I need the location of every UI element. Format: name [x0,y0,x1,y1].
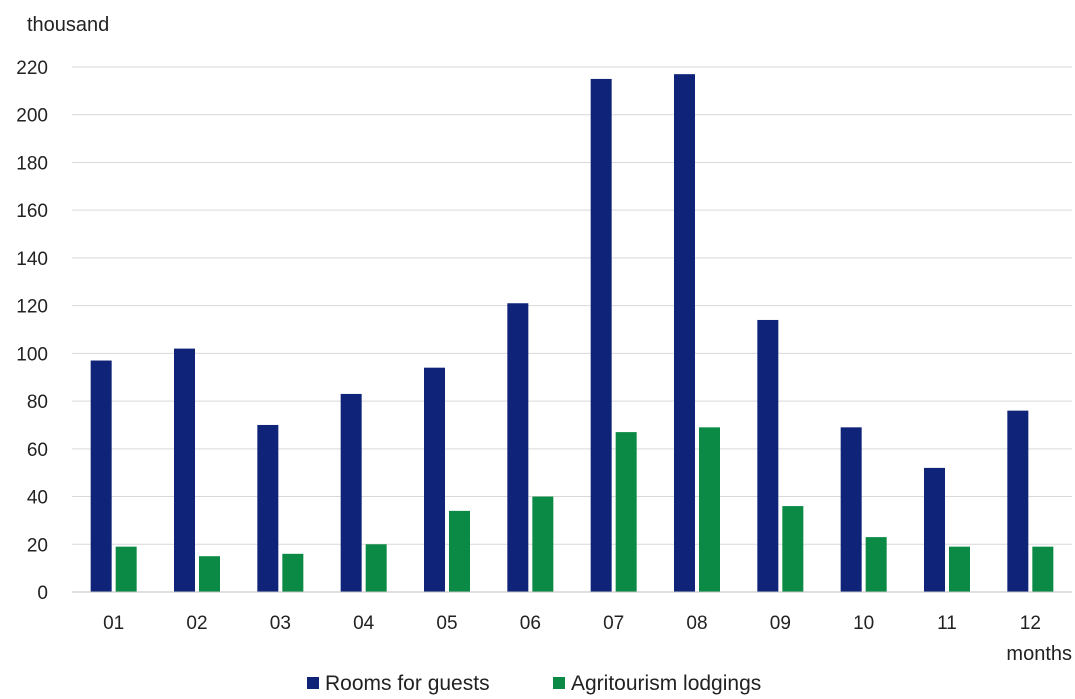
bar-rooms-for-guests [424,367,445,592]
y-tick-label: 220 [16,58,48,79]
legend-swatch [307,677,319,689]
y-tick-label: 160 [16,201,48,222]
bar-agritourism-lodgings [865,537,887,592]
bar-agritourism-lodgings [115,546,137,592]
x-tick-label: 03 [270,613,291,634]
y-axis-unit-label: thousand [27,14,109,36]
x-tick-label: 07 [603,613,624,634]
y-tick-label: 0 [37,583,48,604]
bar-rooms-for-guests [590,78,612,592]
y-tick-label: 200 [16,106,48,127]
bar-agritourism-lodgings [282,553,304,592]
bar-agritourism-lodgings [949,546,970,592]
bar-rooms-for-guests [340,393,362,592]
bar-rooms-for-guests [840,427,862,592]
bar-agritourism-lodgings [532,496,554,592]
bar-agritourism-lodgings [1032,546,1054,592]
x-axis-unit-label: months [1006,643,1072,665]
bar-agritourism-lodgings [699,427,720,592]
x-tick-label: 09 [770,613,791,634]
bar-rooms-for-guests [174,348,195,592]
bar-rooms-for-guests [90,360,112,592]
bar-rooms-for-guests [924,467,945,592]
legend-label: Rooms for guests [325,672,490,695]
legend-swatch [553,677,565,689]
y-tick-labels: 0 20 40 60 80 100 120 140 160 180 200 220 [16,58,48,604]
x-tick-label: 12 [1020,613,1041,634]
y-tick-label: 20 [27,535,48,556]
bar-rooms-for-guests [674,74,695,593]
legend-label: Agritourism lodgings [571,672,761,695]
x-tick-label: 01 [103,613,124,634]
bar-agritourism-lodgings [449,510,470,592]
x-tick-label: 06 [520,613,541,634]
x-tick-label: 02 [186,613,207,634]
bar-rooms-for-guests [507,303,529,592]
bars [90,74,1054,593]
x-tick-label: 10 [853,613,874,634]
y-tick-label: 60 [27,440,48,461]
legend: Rooms for guests Agritourism lodgings [307,672,761,695]
bar-agritourism-lodgings [365,544,387,592]
x-tick-label: 11 [937,613,957,634]
x-tick-label: 05 [436,613,457,634]
y-tick-label: 40 [27,488,48,509]
x-tick-label: 08 [686,613,707,634]
gridlines [72,66,1072,545]
bar-rooms-for-guests [257,424,279,592]
y-tick-label: 120 [16,297,48,318]
bar-rooms-for-guests [757,319,779,592]
x-tick-labels: 01 02 03 04 05 06 07 08 09 10 11 12 [103,613,1041,634]
y-tick-label: 180 [16,153,48,174]
y-tick-label: 80 [27,392,48,413]
bar-agritourism-lodgings [782,506,804,592]
y-tick-label: 100 [16,344,48,365]
y-tick-label: 140 [16,249,48,270]
bar-agritourism-lodgings [199,556,220,592]
x-tick-label: 04 [353,613,375,634]
bar-agritourism-lodgings [615,432,637,592]
bar-rooms-for-guests [1007,410,1029,592]
